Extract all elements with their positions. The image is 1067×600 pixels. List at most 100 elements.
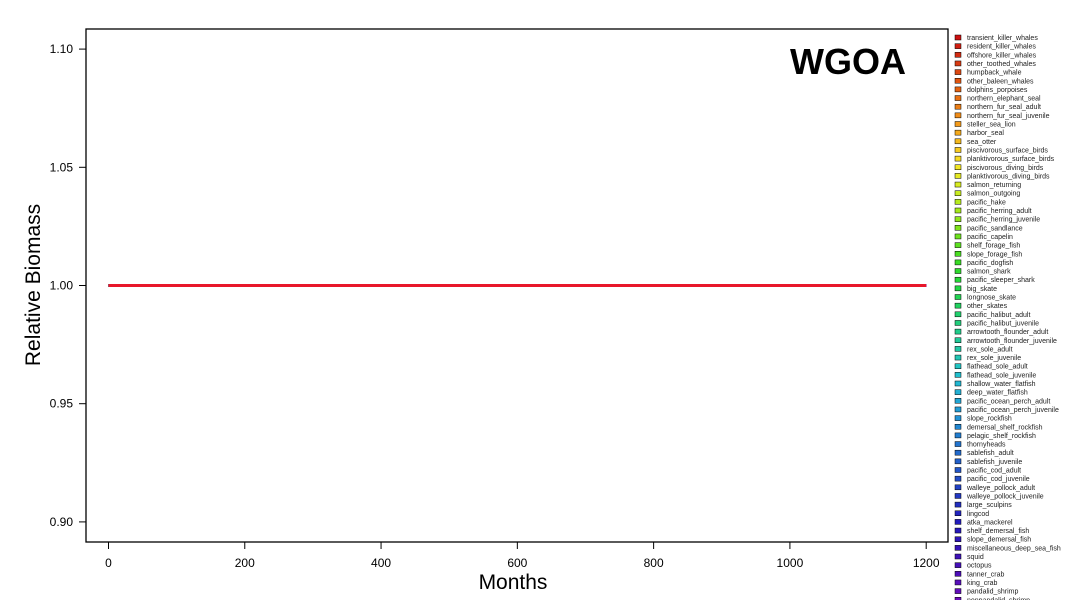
legend-label: sea_otter — [967, 139, 997, 146]
legend-swatch — [954, 579, 962, 586]
legend-label: rex_sole_adult — [967, 346, 1013, 353]
legend-label: slope_forage_fish — [967, 251, 1022, 258]
y-tick-label: 1.00 — [50, 279, 74, 293]
x-tick-label: 400 — [371, 556, 391, 570]
legend-swatch — [954, 441, 962, 447]
legend-swatch — [954, 519, 962, 525]
legend-swatch — [954, 415, 962, 421]
legend-label: pacific_capelin — [967, 234, 1013, 241]
legend-swatch — [954, 294, 962, 300]
legend-swatch — [954, 337, 962, 343]
x-tick-label: 0 — [105, 556, 112, 570]
legend-swatch — [954, 147, 962, 153]
legend-label: salmon_shark — [967, 269, 1011, 276]
legend-label: king_crab — [967, 580, 997, 587]
legend-swatch — [954, 121, 962, 127]
legend-swatch — [954, 173, 962, 179]
legend-swatch — [954, 78, 962, 84]
legend-label: arrowtooth_flounder_adult — [967, 329, 1048, 336]
legend-label: steller_sea_lion — [967, 122, 1016, 129]
legend-label: arrowtooth_flounder_juvenile — [967, 338, 1057, 345]
legend-label: salmon_outgoing — [967, 191, 1020, 198]
legend-label: piscivorous_surface_birds — [967, 147, 1048, 154]
legend-swatch — [954, 545, 962, 551]
legend-label: shelf_demersal_fish — [967, 528, 1029, 535]
legend-swatch — [954, 553, 962, 560]
legend-swatch — [954, 199, 962, 205]
legend-swatch — [954, 536, 962, 542]
legend-label: northern_elephant_seal — [967, 96, 1041, 103]
legend-label: flathead_sole_adult — [967, 364, 1028, 371]
legend-swatch — [954, 276, 962, 283]
legend-label: shelf_forage_fish — [967, 243, 1020, 250]
legend-label: piscivorous_diving_birds — [967, 165, 1044, 172]
legend-swatch — [954, 484, 962, 491]
legend-label: northern_fur_seal_adult — [967, 104, 1041, 111]
legend-label: pacific_herring_adult — [967, 208, 1032, 215]
legend-label: pacific_halibut_adult — [967, 312, 1030, 319]
legend-label: squid — [967, 554, 984, 561]
legend-swatch — [954, 95, 962, 101]
legend-label: pandalid_shrimp — [967, 589, 1018, 596]
legend-swatch — [954, 69, 962, 75]
legend-label: pacific_ocean_perch_adult — [967, 398, 1050, 405]
plot-frame — [85, 28, 949, 543]
legend-swatch — [954, 389, 962, 395]
legend-label: pacific_herring_juvenile — [967, 217, 1040, 224]
legend-label: planktivorous_surface_birds — [967, 156, 1055, 163]
legend-swatch — [954, 285, 962, 292]
legend-label: pacific_hake — [967, 199, 1006, 206]
legend-swatch — [954, 181, 962, 188]
legend-swatch — [954, 259, 962, 266]
legend-swatch — [954, 302, 962, 309]
legend-swatch — [954, 475, 962, 482]
legend-label: offshore_killer_whales — [967, 52, 1037, 59]
legend-swatch — [954, 216, 962, 222]
legend-label: pacific_sandlance — [967, 225, 1023, 232]
legend-label: rex_sole_juvenile — [967, 355, 1021, 362]
legend-label: pacific_cod_adult — [967, 468, 1021, 475]
legend-swatch — [954, 501, 962, 508]
legend-swatch — [954, 467, 962, 473]
legend-label: miscellaneous_deep_sea_fish — [967, 545, 1061, 552]
legend-swatch — [954, 225, 962, 231]
legend-swatch — [954, 155, 962, 162]
legend-label: humpback_whale — [967, 70, 1022, 77]
legend-label: atka_mackerel — [967, 519, 1013, 526]
legend-swatch — [954, 510, 962, 516]
legend-swatch — [954, 251, 962, 257]
axes: 0 200 400 600 800 1000 1200 0.90 0.95 1.00 1.05 1.1… — [50, 42, 940, 570]
panel-label: WGOA — [790, 41, 906, 82]
legend-label: sablefish_adult — [967, 450, 1014, 457]
x-tick-label: 1000 — [777, 556, 804, 570]
legend-label: walleye_pollock_adult — [966, 485, 1035, 492]
legend-label: big_skate — [967, 286, 997, 293]
legend-label: harbor_seal — [967, 130, 1004, 137]
legend-label: dolphins_porpoises — [967, 87, 1028, 94]
legend-swatch — [954, 380, 962, 387]
legend-label: tanner_crab — [967, 571, 1004, 578]
legend-swatch — [954, 164, 962, 170]
legend-swatch — [954, 571, 962, 577]
legend-label: pacific_sleeper_shark — [967, 277, 1035, 284]
legend-swatch — [954, 354, 962, 361]
legend-label: other_toothed_whales — [967, 61, 1036, 68]
x-tick-label: 800 — [644, 556, 664, 570]
y-tick-label: 0.95 — [50, 397, 74, 411]
legend-swatch — [954, 424, 962, 430]
legend-label: transient_killer_whales — [967, 35, 1038, 42]
legend-label: demersal_shelf_rockfish — [967, 424, 1043, 431]
legend-label: pacific_cod_juvenile — [967, 476, 1030, 483]
legend-label: large_sculpins — [967, 502, 1012, 509]
legend-swatch — [954, 207, 962, 214]
y-tick-label: 1.05 — [50, 160, 74, 174]
legend-label: slope_rockfish — [967, 416, 1012, 423]
legend-swatch — [954, 129, 962, 136]
legend-label: northern_fur_seal_juvenile — [967, 113, 1050, 120]
legend-label: salmon_returning — [967, 182, 1021, 189]
x-tick-label: 600 — [507, 556, 527, 570]
legend-label: deep_water_flatfish — [967, 390, 1028, 397]
legend-swatch — [954, 398, 962, 404]
legend-label: resident_killer_whales — [967, 44, 1036, 51]
